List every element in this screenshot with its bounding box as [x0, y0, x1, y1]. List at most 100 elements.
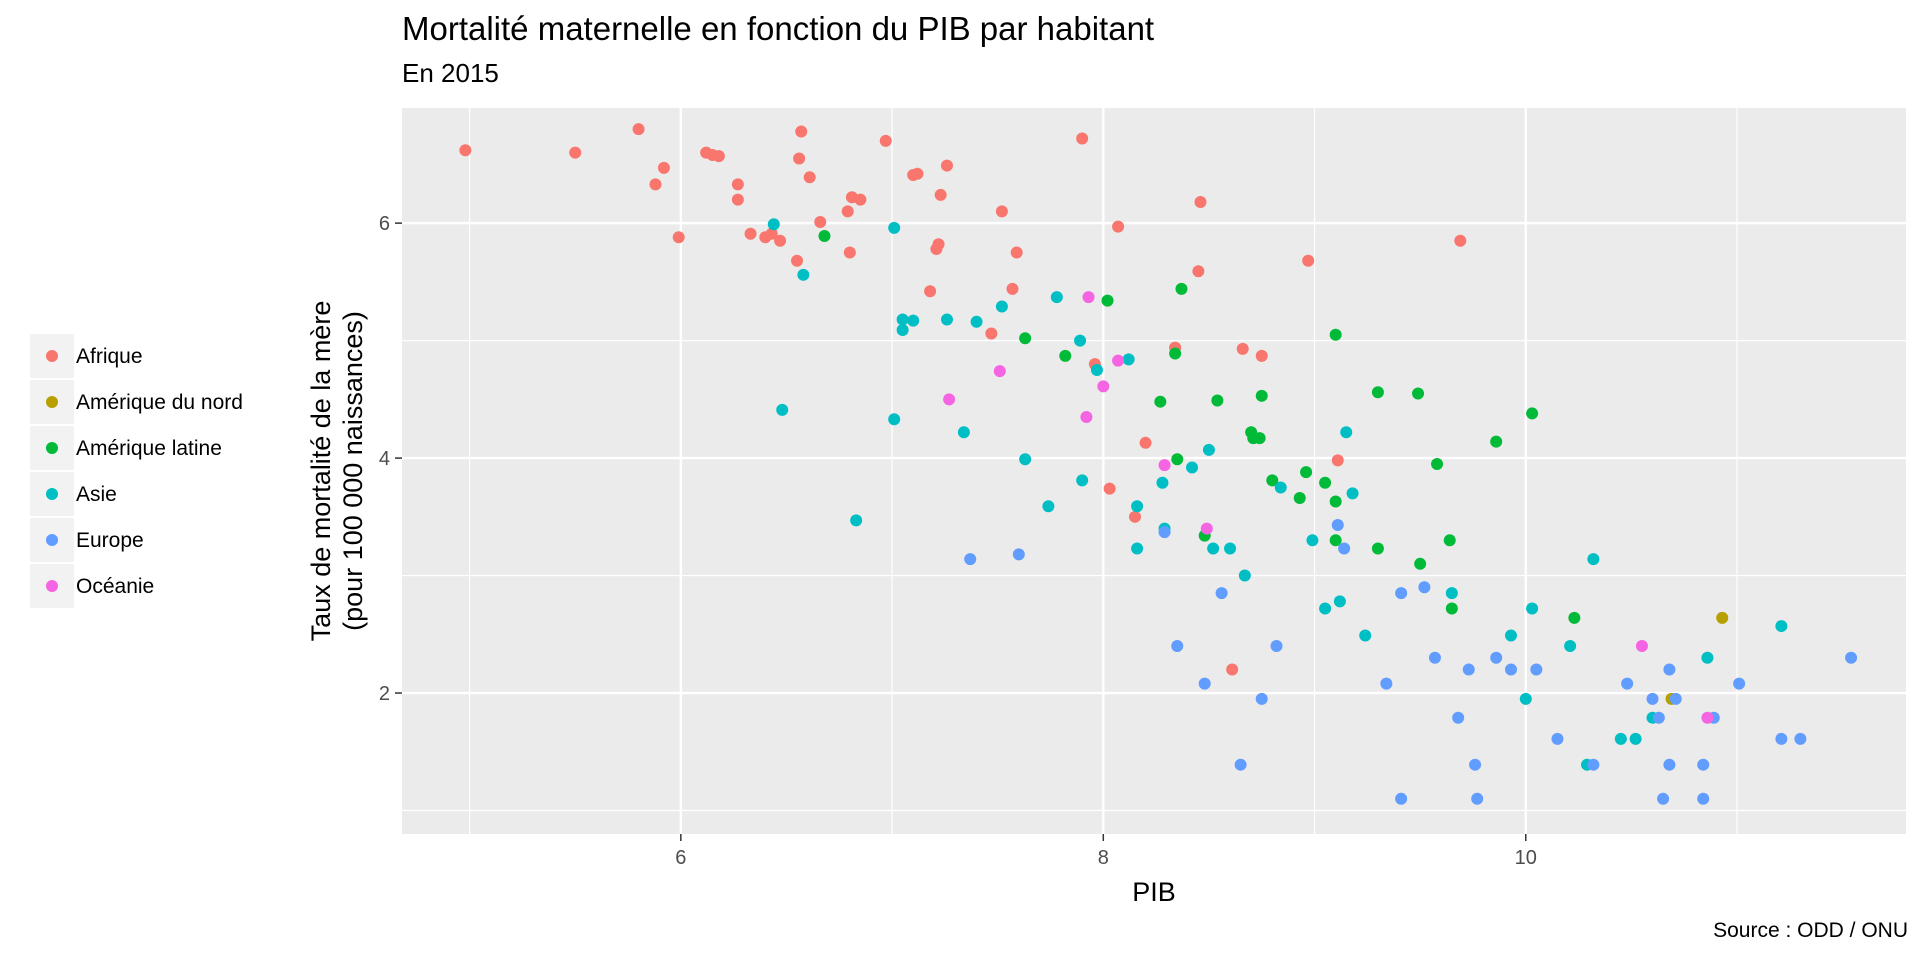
- data-point: [1331, 454, 1344, 467]
- data-point: [1300, 466, 1313, 479]
- data-point: [1504, 663, 1517, 676]
- data-point: [1274, 481, 1287, 494]
- data-point: [1635, 640, 1648, 653]
- data-point: [940, 313, 953, 326]
- data-point: [1587, 553, 1600, 566]
- legend-marker: [46, 396, 58, 408]
- data-point: [1329, 328, 1342, 341]
- data-point: [797, 268, 810, 281]
- data-point: [1103, 482, 1116, 495]
- data-point: [1490, 435, 1503, 448]
- data-point: [1112, 220, 1125, 233]
- data-point: [1215, 587, 1228, 600]
- data-point: [1701, 711, 1714, 724]
- data-point: [1101, 294, 1114, 307]
- data-point: [814, 215, 827, 228]
- data-point: [957, 426, 970, 439]
- data-point: [803, 171, 816, 184]
- data-point: [934, 188, 947, 201]
- data-point: [1431, 457, 1444, 470]
- y-tick-label: 2: [379, 683, 390, 705]
- y-axis-label: Taux de mortalité de la mère(pour 100 00…: [306, 301, 368, 642]
- data-point: [1646, 692, 1659, 705]
- data-point: [569, 146, 582, 159]
- data-point: [1082, 291, 1095, 304]
- data-point: [1395, 792, 1408, 805]
- data-point: [1012, 548, 1025, 561]
- data-point: [1019, 453, 1032, 466]
- data-point: [888, 413, 901, 426]
- data-point: [1701, 651, 1714, 664]
- data-point: [1794, 732, 1807, 745]
- data-point: [896, 313, 909, 326]
- data-point: [459, 144, 472, 157]
- data-point: [995, 300, 1008, 313]
- data-point: [1471, 792, 1484, 805]
- data-point: [1519, 692, 1532, 705]
- data-point: [1224, 542, 1237, 555]
- data-point: [765, 227, 778, 240]
- data-point: [850, 514, 863, 527]
- data-point: [776, 403, 789, 416]
- data-point: [1171, 453, 1184, 466]
- data-point: [911, 167, 924, 180]
- data-point: [1050, 291, 1063, 304]
- data-point: [843, 246, 856, 259]
- data-point: [1128, 510, 1141, 523]
- data-point: [1131, 542, 1144, 555]
- legend-label: Asie: [76, 483, 117, 506]
- data-point: [1175, 282, 1188, 295]
- data-point: [1418, 581, 1431, 594]
- data-point: [731, 178, 744, 191]
- data-point: [995, 205, 1008, 218]
- data-point: [1587, 758, 1600, 771]
- data-point: [1194, 195, 1207, 208]
- data-point: [1202, 443, 1215, 456]
- data-point: [1042, 500, 1055, 513]
- data-point: [1775, 732, 1788, 745]
- data-point: [1331, 519, 1344, 532]
- data-point: [1359, 629, 1372, 642]
- data-point: [1697, 758, 1710, 771]
- chart-title: Mortalité maternelle en fonction du PIB …: [402, 10, 1155, 47]
- data-point: [1346, 487, 1359, 500]
- data-point: [943, 393, 956, 406]
- data-point: [767, 218, 780, 231]
- data-point: [854, 193, 867, 206]
- data-point: [1733, 677, 1746, 690]
- data-point: [1158, 459, 1171, 472]
- data-point: [1319, 476, 1332, 489]
- data-point: [1371, 542, 1384, 555]
- data-point: [1530, 663, 1543, 676]
- data-point: [940, 159, 953, 172]
- legend-label: Amérique latine: [76, 437, 222, 460]
- data-point: [1234, 758, 1247, 771]
- data-point: [1200, 522, 1213, 535]
- data-point: [1340, 426, 1353, 439]
- data-point: [1226, 663, 1239, 676]
- data-point: [1019, 332, 1032, 345]
- data-point: [1445, 587, 1458, 600]
- data-point: [1207, 542, 1220, 555]
- data-point: [1293, 492, 1306, 505]
- data-point: [632, 123, 645, 136]
- legend-label: Océanie: [76, 575, 154, 598]
- data-point: [1006, 282, 1019, 295]
- data-point: [1845, 651, 1858, 664]
- data-point: [970, 315, 983, 328]
- data-point: [731, 193, 744, 206]
- data-point: [1266, 474, 1279, 487]
- data-point: [1551, 732, 1564, 745]
- legend-marker: [46, 442, 58, 454]
- data-point: [1380, 677, 1393, 690]
- data-point: [1306, 534, 1319, 547]
- data-point: [1716, 611, 1729, 624]
- data-point: [985, 327, 998, 340]
- data-point: [1490, 651, 1503, 664]
- data-point: [932, 238, 945, 251]
- legend-marker: [46, 350, 58, 362]
- data-point: [1412, 387, 1425, 400]
- data-point: [1775, 620, 1788, 633]
- data-point: [791, 254, 804, 267]
- data-point: [774, 234, 787, 247]
